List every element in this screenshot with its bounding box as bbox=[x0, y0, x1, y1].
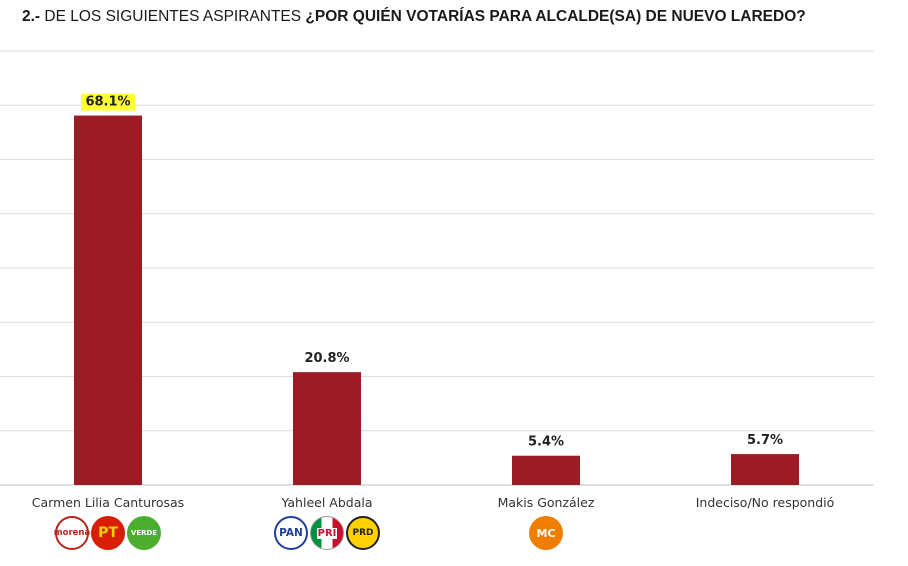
chart-title: 2.- DE LOS SIGUIENTES ASPIRANTES ¿POR QU… bbox=[22, 8, 806, 26]
bar-4 bbox=[731, 454, 799, 485]
bar-1 bbox=[74, 115, 142, 486]
value-label-4: 5.7% bbox=[747, 433, 783, 448]
bar-3 bbox=[512, 455, 580, 485]
category-label-4: Indeciso/No respondió bbox=[696, 495, 835, 510]
logos-candidate-3: MC bbox=[529, 516, 563, 550]
prd-logo: PRD bbox=[346, 516, 380, 550]
value-label-3: 5.4% bbox=[528, 435, 564, 450]
value-label-highlight bbox=[81, 93, 135, 111]
category-label-3: Makis González bbox=[498, 495, 595, 510]
bars bbox=[74, 115, 799, 486]
pt-logo: PT bbox=[91, 516, 125, 550]
value-label-2: 20.8% bbox=[304, 351, 349, 366]
category-labels: Carmen Lilia Canturosas Yahleel Abdala Mak… bbox=[32, 495, 834, 510]
value-labels: 68.1% 20.8% 5.4% 5.7% bbox=[81, 93, 783, 450]
movimiento-ciudadano-logo: MC bbox=[529, 516, 563, 550]
pri-logo: PRI bbox=[310, 516, 344, 550]
category-label-1: Carmen Lilia Canturosas bbox=[32, 495, 184, 510]
question-number: 2.- bbox=[22, 8, 41, 25]
logos-candidate-2: PAN PRI PRD bbox=[274, 516, 380, 550]
value-label-1: 68.1% bbox=[85, 95, 130, 110]
bar-2 bbox=[293, 372, 361, 485]
verde-logo: VERDE bbox=[127, 516, 161, 550]
question-text: ¿POR QUIÉN VOTARÍAS PARA ALCALDE(SA) DE … bbox=[305, 8, 806, 25]
gridlines bbox=[0, 50, 874, 486]
question-lead: DE LOS SIGUIENTES ASPIRANTES bbox=[44, 8, 302, 25]
pan-logo: PAN bbox=[274, 516, 308, 550]
morena-logo: morena bbox=[54, 516, 90, 550]
category-label-2: Yahleel Abdala bbox=[280, 495, 372, 510]
logos-candidate-1: morena PT VERDE bbox=[54, 516, 161, 550]
